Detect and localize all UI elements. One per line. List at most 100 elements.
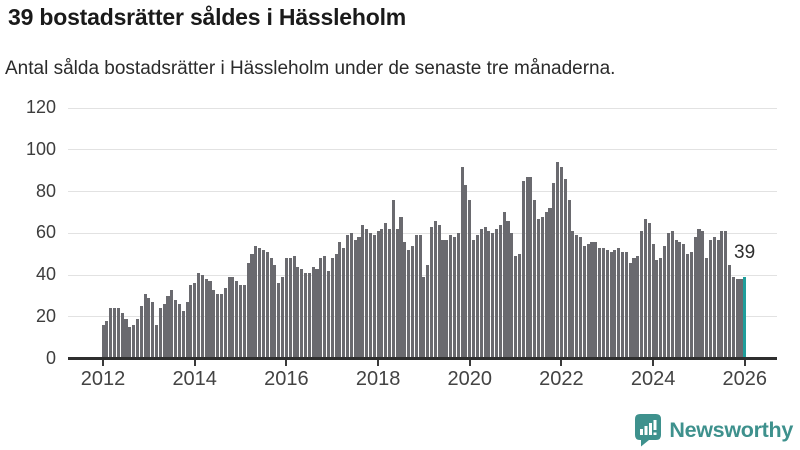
x-axis-label-2014: 2014: [172, 368, 217, 390]
bar: [487, 231, 491, 359]
bar: [261, 249, 266, 359]
bar: [410, 245, 414, 359]
bar: [720, 231, 724, 359]
bar: [437, 224, 441, 359]
bar: [514, 256, 518, 359]
x-axis-label-2022: 2022: [539, 368, 584, 390]
bar: [445, 239, 449, 359]
y-axis-label-60: 60: [35, 222, 56, 243]
bar: [724, 231, 728, 359]
bar: [407, 249, 411, 359]
bar: [666, 233, 670, 359]
bar: [300, 268, 304, 359]
bar: [571, 231, 575, 359]
bar: [319, 258, 323, 359]
bar: [269, 258, 273, 359]
bar: [678, 241, 682, 359]
bar: [693, 237, 697, 359]
bar: [334, 254, 338, 359]
bar: [624, 252, 628, 359]
bar: [586, 243, 590, 359]
bar: [204, 279, 208, 359]
bar: [705, 258, 709, 359]
bar: [216, 293, 220, 359]
bar: [556, 162, 560, 359]
bar: [613, 249, 617, 359]
bar: [277, 283, 281, 359]
bar: [200, 275, 204, 359]
bar: [361, 224, 365, 359]
bar: [567, 199, 571, 359]
bar: [288, 258, 292, 359]
bar: [357, 237, 361, 359]
bar: [353, 239, 357, 359]
newsworthy-bubble-chart-icon: [635, 414, 662, 447]
bar: [311, 266, 315, 359]
bar: [621, 252, 625, 359]
bar: [219, 293, 223, 359]
y-axis-label-80: 80: [35, 180, 56, 201]
x-axis-label-2012: 2012: [80, 368, 126, 390]
bar: [708, 239, 712, 359]
bar: [326, 270, 330, 359]
x-axis-line: [68, 357, 777, 360]
bar: [575, 235, 579, 359]
bar: [441, 239, 445, 359]
bar: [632, 258, 636, 359]
bar: [239, 285, 243, 359]
bar: [181, 310, 185, 359]
x-axis-tick-2024: [652, 359, 655, 366]
x-axis-tick-2012: [102, 359, 104, 366]
bar: [281, 277, 285, 359]
bar: [315, 268, 319, 359]
bar: [345, 235, 350, 359]
x-axis-tick-2026: [743, 359, 746, 366]
bar: [464, 185, 468, 359]
bar: [365, 229, 369, 359]
gridline-y-100: [68, 149, 777, 151]
bar: [563, 179, 567, 359]
bar: [716, 239, 720, 359]
bar: [735, 279, 739, 359]
bar: [640, 231, 644, 359]
bar: [143, 293, 147, 359]
newsworthy-wordmark: Newsworthy: [669, 418, 793, 442]
bar: [349, 233, 353, 359]
bar: [643, 218, 648, 359]
bar: [323, 256, 327, 359]
newsworthy-logo: Newsworthy: [635, 414, 793, 447]
bar: [330, 258, 334, 359]
x-axis-label-2016: 2016: [264, 368, 309, 390]
bar: [685, 254, 690, 359]
bar: [663, 245, 667, 359]
bar: [559, 166, 563, 359]
bar: [101, 325, 105, 359]
bar: [403, 241, 407, 359]
bar: [536, 218, 541, 359]
bar: [422, 277, 426, 359]
bar: [162, 304, 166, 359]
bar: [636, 256, 640, 359]
bar: [697, 229, 701, 359]
bar: [670, 231, 674, 359]
gridline-y-80: [68, 191, 777, 192]
bar: [212, 289, 216, 359]
bar: [475, 235, 479, 359]
bar: [655, 260, 659, 359]
bar: [548, 208, 552, 359]
bar: [601, 247, 605, 359]
bar: [223, 287, 227, 359]
x-axis-tick-2016: [285, 359, 288, 366]
bar: [166, 295, 170, 359]
bar: [449, 235, 453, 359]
bar: [338, 241, 342, 359]
bar: [380, 229, 384, 359]
bar: [384, 222, 388, 359]
bar: [139, 306, 143, 359]
bar: [433, 220, 437, 359]
bar: [460, 166, 464, 359]
bar: [712, 237, 716, 359]
bar: [491, 233, 495, 359]
bar: [689, 252, 693, 359]
bar: [151, 302, 155, 359]
